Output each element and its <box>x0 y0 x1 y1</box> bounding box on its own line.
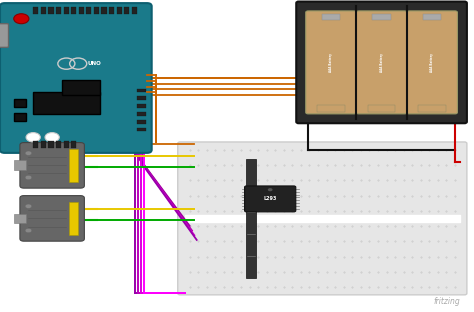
Bar <box>14 99 26 107</box>
Text: AAA Battery: AAA Battery <box>430 53 434 72</box>
Bar <box>419 105 446 112</box>
Bar <box>137 104 146 108</box>
Bar <box>423 14 441 20</box>
Text: fritzing: fritzing <box>433 297 460 306</box>
Bar <box>373 14 391 20</box>
FancyBboxPatch shape <box>0 3 152 153</box>
Circle shape <box>25 204 32 208</box>
Bar <box>71 7 76 14</box>
Bar <box>48 141 54 148</box>
Bar <box>14 113 26 121</box>
Text: AAA Battery: AAA Battery <box>380 53 383 72</box>
Bar <box>64 141 69 148</box>
FancyBboxPatch shape <box>20 196 84 241</box>
Bar <box>368 105 395 112</box>
Bar <box>41 141 46 148</box>
Bar <box>56 141 61 148</box>
Bar <box>137 128 146 131</box>
Bar <box>137 112 146 116</box>
FancyBboxPatch shape <box>178 142 467 295</box>
Bar <box>137 120 146 124</box>
Text: L293: L293 <box>264 196 277 202</box>
Bar <box>117 7 122 14</box>
Bar <box>79 7 84 14</box>
Bar <box>33 7 38 14</box>
FancyBboxPatch shape <box>20 143 84 188</box>
Bar <box>109 7 114 14</box>
FancyBboxPatch shape <box>407 11 457 114</box>
Bar <box>69 149 78 182</box>
Bar <box>69 202 78 235</box>
Bar <box>64 7 69 14</box>
Circle shape <box>25 228 32 233</box>
Bar <box>101 7 107 14</box>
Bar <box>132 7 137 14</box>
Text: UNO: UNO <box>88 61 102 66</box>
Bar <box>137 96 146 100</box>
Bar <box>48 7 54 14</box>
FancyBboxPatch shape <box>0 24 9 47</box>
Circle shape <box>14 14 29 24</box>
Bar <box>317 105 345 112</box>
Circle shape <box>26 133 40 142</box>
Bar <box>33 141 38 148</box>
Bar <box>33 92 100 114</box>
Bar <box>71 141 76 148</box>
Bar <box>14 160 26 170</box>
Text: AAA Battery: AAA Battery <box>329 53 333 72</box>
Circle shape <box>268 188 273 191</box>
Bar <box>56 7 61 14</box>
Bar <box>124 7 129 14</box>
Circle shape <box>25 151 32 155</box>
FancyBboxPatch shape <box>356 11 407 114</box>
Bar <box>86 7 91 14</box>
FancyBboxPatch shape <box>306 11 356 114</box>
Circle shape <box>45 133 59 142</box>
Bar <box>322 14 340 20</box>
Bar <box>14 213 26 223</box>
Bar <box>246 159 256 278</box>
Bar <box>62 80 100 95</box>
Bar <box>94 7 99 14</box>
FancyBboxPatch shape <box>296 2 467 123</box>
Circle shape <box>25 175 32 180</box>
Bar <box>137 89 146 92</box>
FancyBboxPatch shape <box>245 186 296 212</box>
Bar <box>41 7 46 14</box>
